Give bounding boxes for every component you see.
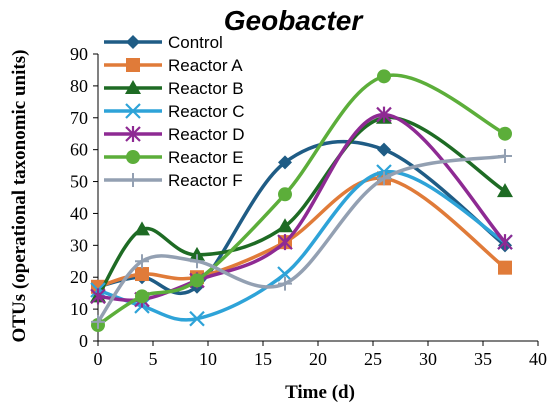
legend-item-reactor-e: Reactor E [104, 148, 244, 167]
y-tick-label: 80 [70, 76, 88, 96]
series-reactor-c [90, 164, 513, 327]
data-point-reactor-e [498, 126, 512, 141]
data-point-reactor-c [277, 266, 293, 282]
legend-item-control: Control [104, 33, 223, 52]
data-point-reactor-e [278, 187, 292, 202]
legend-swatch-marker [126, 35, 140, 49]
data-point-reactor-a [498, 260, 512, 275]
legend-swatch-marker [125, 80, 141, 94]
data-point-reactor-b [189, 246, 205, 261]
data-point-reactor-e [135, 289, 149, 304]
chart-title: Geobacter [224, 5, 365, 36]
x-axis-label: Time (d) [285, 382, 355, 403]
y-tick-label: 30 [70, 235, 88, 255]
y-tick-label: 20 [70, 267, 88, 287]
legend-label: Reactor D [168, 125, 245, 144]
legend-label: Reactor B [168, 79, 244, 98]
data-point-reactor-f [498, 149, 512, 164]
data-point-reactor-f [278, 276, 292, 291]
data-point-reactor-f [91, 314, 105, 329]
data-point-reactor-d [277, 234, 293, 251]
legend-swatch-marker [125, 126, 141, 142]
legend-label: Reactor A [168, 56, 243, 75]
legend-item-reactor-b: Reactor B [104, 79, 244, 98]
y-tick-label: 50 [70, 172, 88, 192]
data-point-reactor-c [189, 310, 205, 327]
ticks-layer: 0 5 10 15 20 25 30 35 40 0 10 20 30 40 50 60 70 80 90 [70, 44, 547, 369]
data-point-reactor-b [277, 218, 293, 233]
y-tick-label: 10 [70, 299, 88, 319]
legend-label: Reactor E [168, 148, 244, 167]
series-reactor-f [91, 149, 512, 329]
x-tick-label: 0 [94, 349, 103, 369]
data-point-reactor-a [135, 267, 149, 282]
x-tick-label: 40 [529, 349, 547, 369]
y-axis-label: OTUs (operational taxonomic units) [9, 50, 30, 343]
x-tick-label: 10 [199, 349, 217, 369]
data-point-reactor-f [190, 254, 204, 269]
legend-swatch-marker [126, 58, 140, 72]
y-tick-label: 90 [70, 44, 88, 64]
data-point-reactor-f [135, 254, 149, 269]
x-tick-label: 20 [309, 349, 327, 369]
legend-label: Reactor F [168, 171, 243, 190]
data-point-reactor-f [377, 171, 391, 186]
y-tick-label: 0 [79, 331, 88, 351]
y-tick-label: 60 [70, 140, 88, 160]
data-point-reactor-e [377, 69, 391, 84]
series-reactor-a [91, 171, 512, 294]
x-tick-label: 30 [419, 349, 437, 369]
legend-swatch-marker [125, 103, 141, 119]
legend-item-reactor-c: Reactor C [104, 102, 245, 121]
data-point-reactor-b [134, 221, 150, 236]
x-tick-label: 5 [149, 349, 158, 369]
data-point-reactor-d [497, 234, 513, 251]
x-tick-label: 25 [364, 349, 382, 369]
y-tick-label: 40 [70, 203, 88, 223]
data-point-reactor-b [497, 183, 513, 198]
legend: Control Reactor A Reactor B Reactor C Reacto… [104, 33, 245, 190]
data-point-reactor-d [376, 106, 392, 123]
legend-item-reactor-a: Reactor A [104, 56, 243, 75]
data-point-control [278, 155, 292, 170]
legend-item-reactor-f: Reactor F [104, 171, 243, 190]
legend-label: Control [168, 33, 223, 52]
legend-swatch-marker [126, 150, 140, 164]
data-point-control [377, 142, 391, 157]
series-line-reactor-c [97, 170, 506, 322]
y-tick-label: 70 [70, 108, 88, 128]
x-tick-label: 35 [474, 349, 492, 369]
series-layer [90, 69, 513, 333]
data-point-reactor-d [90, 288, 106, 305]
x-tick-label: 15 [254, 349, 272, 369]
legend-swatch-marker [126, 173, 140, 187]
data-point-reactor-e [190, 273, 204, 288]
legend-label: Reactor C [168, 102, 245, 121]
legend-item-reactor-d: Reactor D [104, 125, 245, 144]
